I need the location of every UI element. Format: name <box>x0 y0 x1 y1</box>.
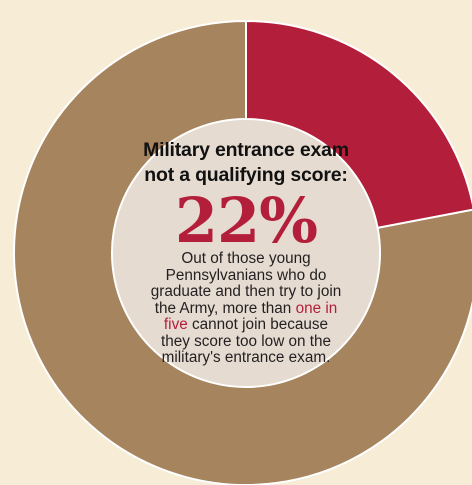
chart-title-line-2: not a qualifying score: <box>144 164 348 186</box>
description-highlight: one in five <box>163 299 338 333</box>
chart-title-line-1: Military entrance exam <box>143 139 349 161</box>
description-text: Out of those young Pennsylvanians who do… <box>149 250 344 367</box>
donut-center <box>113 120 379 386</box>
donut-slice-highlight <box>245 19 472 230</box>
description-end: cannot join because they score too low o… <box>160 316 332 366</box>
chart-title: Military entrance exam not a qualifying … <box>100 138 392 188</box>
description-start: Out of those young Pennsylvanians who do… <box>150 250 342 317</box>
percentage-value: 22% <box>174 184 318 257</box>
center-label: Military entrance exam not a qualifying … <box>100 138 392 367</box>
donut-slice-remainder <box>13 19 472 485</box>
